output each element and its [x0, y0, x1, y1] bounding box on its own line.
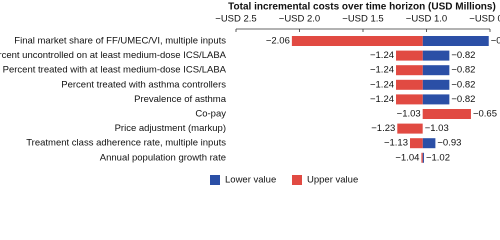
value-label: −1.24 [370, 94, 394, 105]
value-label: −0.93 [437, 138, 461, 149]
value-label: −1.13 [384, 138, 408, 149]
category-label: Final market share of FF/UMEC/VI, multip… [14, 36, 226, 47]
bar [422, 65, 450, 76]
bar [422, 50, 450, 61]
bar [397, 123, 423, 134]
value-label: −0.51 [491, 36, 500, 47]
bar [421, 152, 423, 163]
legend-swatch [210, 175, 220, 185]
value-label: −1.03 [425, 123, 449, 134]
x-tick-label: −USD 2.0 [279, 14, 320, 25]
x-tick-label: −USD 0.5 [469, 14, 500, 25]
value-label: −0.82 [451, 65, 475, 76]
value-label: −0.82 [451, 50, 475, 61]
bar [396, 65, 423, 76]
value-label: −1.24 [370, 65, 394, 76]
value-label: −1.23 [371, 123, 395, 134]
value-label: −2.06 [266, 36, 290, 47]
category-label: Percent treated with asthma controllers [61, 79, 226, 90]
bar [396, 79, 423, 90]
legend-label: Upper value [307, 175, 358, 186]
category-label: Annual population growth rate [100, 152, 226, 163]
legend-swatch [292, 175, 302, 185]
x-tick-label: −USD 2.5 [215, 14, 256, 25]
bar [396, 94, 423, 105]
category-label: Treatment class adherence rate, multiple… [26, 138, 226, 149]
bar [422, 36, 489, 46]
bar [422, 79, 450, 90]
bar [409, 138, 423, 149]
bar [291, 36, 423, 46]
bar [422, 109, 471, 119]
value-label: −0.65 [473, 109, 497, 120]
category-label: Percent treated with at least medium-dos… [3, 65, 227, 76]
value-label: −1.24 [370, 79, 394, 90]
x-tick-label: −USD 1.5 [342, 14, 383, 25]
bar [422, 94, 450, 105]
bar [422, 138, 436, 149]
category-label: Price adjustment (markup) [115, 123, 226, 134]
category-label: Co-pay [195, 109, 226, 120]
value-label: −1.02 [426, 152, 450, 163]
x-tick-label: −USD 1.0 [406, 14, 447, 25]
legend-label: Lower value [225, 175, 276, 186]
bar [396, 50, 423, 61]
value-label: −0.82 [451, 79, 475, 90]
value-label: −1.03 [397, 109, 421, 120]
category-label: Percent uncontrolled on at least medium-… [0, 50, 227, 61]
category-label: Prevalence of asthma [134, 94, 227, 105]
chart: Total incremental costs over time horizo… [0, 2, 500, 186]
value-label: −1.04 [395, 152, 419, 163]
value-label: −0.82 [451, 94, 475, 105]
chart-title: Total incremental costs over time horizo… [228, 2, 496, 13]
value-label: −1.24 [370, 50, 394, 61]
bar [422, 152, 424, 163]
